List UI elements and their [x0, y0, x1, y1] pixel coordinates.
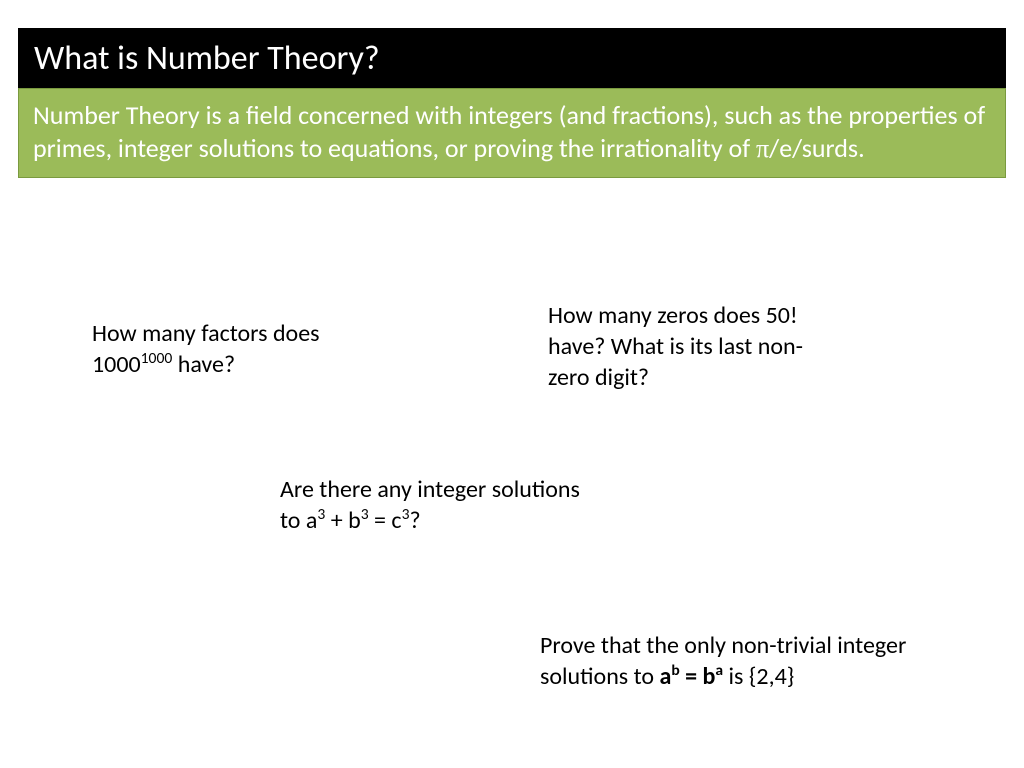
question-zeros: How many zeros does 50! have? What is it…	[548, 300, 838, 394]
slide-title-bar: What is Number Theory?	[18, 28, 1006, 88]
slide-subtitle: Number Theory is a field concerned with …	[33, 99, 985, 164]
slide-title: What is Number Theory?	[34, 38, 380, 79]
question-cubes: Are there any integer solutions to a3 + …	[280, 474, 590, 536]
question-powers: Prove that the only non-trivial integer …	[540, 630, 950, 692]
question-factors: How many factors does 10001000 have?	[92, 318, 392, 380]
slide-subtitle-bar: Number Theory is a field concerned with …	[18, 88, 1006, 178]
